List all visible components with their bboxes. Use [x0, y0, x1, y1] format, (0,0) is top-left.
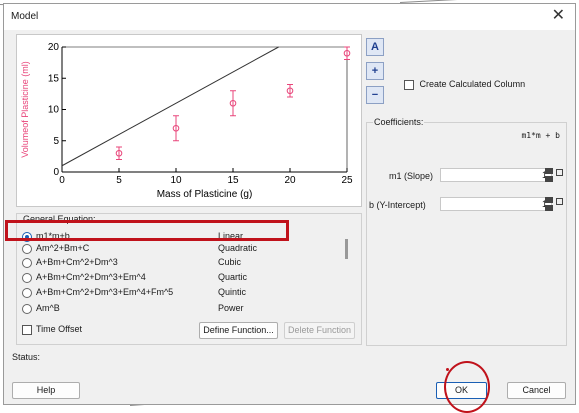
data-point	[343, 49, 351, 57]
general-equation-title: General Equation:	[23, 214, 96, 224]
zoom-out-icon: −	[371, 89, 379, 101]
intercept-field[interactable]: 1	[440, 197, 552, 211]
intercept-spinner[interactable]	[545, 197, 553, 211]
slope-label: m1 (Slope)	[389, 171, 434, 181]
autoscale-icon: A	[371, 41, 379, 53]
equation-text: Am^B	[36, 303, 60, 313]
highlight-linear-annotation	[5, 220, 289, 241]
equation-text: A+Bm+Cm^2+Dm^3	[36, 257, 118, 267]
model-dialog: Model ✕ 0 5 10 15 20 25 0 5 10 15 20 Mass of Plasti…	[3, 3, 576, 405]
title-bar: Model ✕	[4, 4, 575, 30]
time-offset-label: Time Offset	[36, 324, 83, 334]
annotation-dot	[446, 368, 449, 371]
y-tick-label: 20	[48, 42, 60, 53]
autoscale-button[interactable]: A	[366, 38, 384, 56]
data-point	[286, 87, 294, 95]
y-tick-label: 10	[48, 105, 60, 116]
chart-plot: 0 5 10 15 20 25 0 5 10 15 20 Mass of Plasticine (g)…	[16, 34, 362, 207]
radio-quartic[interactable]	[22, 273, 32, 283]
radio-linear[interactable]	[22, 232, 32, 242]
y-tick-label: 15	[48, 73, 60, 84]
equation-option-quintic[interactable]: A+Bm+Cm^2+Dm^3+Em^4+Fm^5 Quintic	[22, 287, 342, 300]
radio-quintic[interactable]	[22, 288, 32, 298]
equation-type: Power	[218, 303, 244, 313]
slope-spinner[interactable]	[545, 168, 553, 182]
equation-option-quadratic[interactable]: Am^2+Bm+C Quadratic	[22, 243, 342, 256]
model-line	[61, 46, 279, 167]
equation-text: Am^2+Bm+C	[36, 243, 90, 253]
highlight-ok-annotation	[444, 361, 490, 413]
calc-column-row: Create Calculated Column	[404, 79, 525, 90]
delete-function-button[interactable]: Delete Function	[284, 322, 355, 339]
zoom-in-button[interactable]: +	[366, 62, 384, 80]
close-icon[interactable]: ✕	[551, 7, 565, 24]
status-label: Status:	[12, 352, 41, 362]
equation-list-scrollbar[interactable]	[345, 239, 348, 259]
y-tick-label: 5	[53, 136, 59, 147]
coefficients-title: Coefficients:	[373, 117, 425, 127]
slope-field[interactable]: 1	[440, 168, 552, 182]
equation-type: Quadratic	[218, 243, 258, 253]
calc-column-label: Create Calculated Column	[419, 79, 526, 89]
equation-type: Linear	[218, 231, 244, 241]
x-axis-label: Mass of Plasticine (g)	[157, 189, 253, 200]
time-offset-checkbox[interactable]	[22, 325, 32, 335]
help-button[interactable]: Help	[12, 382, 80, 399]
x-tick-label: 25	[341, 175, 353, 186]
time-offset-row[interactable]: Time Offset	[22, 324, 142, 337]
equation-text: A+Bm+Cm^2+Dm^3+Em^4	[36, 272, 146, 282]
x-tick-label: 10	[170, 175, 182, 186]
equation-option-quartic[interactable]: A+Bm+Cm^2+Dm^3+Em^4 Quartic	[22, 272, 342, 285]
equation-text: A+Bm+Cm^2+Dm^3+Em^4+Fm^5	[36, 287, 174, 297]
coefficients-panel: Coefficients: m1*m + b m1 (Slope) 1 b (Y…	[366, 117, 567, 346]
equation-option-power[interactable]: Am^B Power	[22, 303, 342, 316]
y-tick-label: 0	[53, 167, 59, 178]
equation-text: m1*m+b	[36, 231, 70, 241]
radio-quadratic[interactable]	[22, 244, 32, 254]
x-tick-label: 15	[227, 175, 239, 186]
equation-type: Quintic	[218, 287, 247, 297]
radio-cubic[interactable]	[22, 258, 32, 268]
general-equation-panel: General Equation: m1*m+b Linear Am^2+Bm+…	[16, 213, 362, 345]
y-axis-label: Volumeof Plasticine (ml)	[20, 61, 30, 158]
equation-type: Cubic	[218, 257, 242, 267]
equation-type: Quartic	[218, 272, 248, 282]
slope-option-icon[interactable]	[556, 169, 563, 176]
zoom-in-icon: +	[371, 65, 379, 77]
dialog-title: Model	[11, 11, 39, 22]
radio-power[interactable]	[22, 304, 32, 314]
cancel-button[interactable]: Cancel	[507, 382, 566, 399]
zoom-out-button[interactable]: −	[366, 86, 384, 104]
define-function-button[interactable]: Define Function...	[199, 322, 278, 339]
equation-option-linear[interactable]: m1*m+b Linear	[22, 231, 342, 244]
equation-option-cubic[interactable]: A+Bm+Cm^2+Dm^3 Cubic	[22, 257, 342, 270]
coefficients-equation: m1*m + b	[521, 131, 560, 140]
intercept-option-icon[interactable]	[556, 198, 563, 205]
data-point	[229, 99, 237, 107]
data-point	[115, 149, 123, 157]
chart-svg: 0 5 10 15 20 25 0 5 10 15 20 Mass of Plasticine (g)…	[20, 42, 353, 200]
x-tick-label: 20	[284, 175, 296, 186]
x-tick-label: 0	[59, 175, 65, 186]
data-point	[172, 124, 180, 132]
calc-column-checkbox[interactable]	[404, 79, 414, 90]
x-tick-label: 5	[116, 175, 122, 186]
intercept-label: b (Y-Intercept)	[369, 200, 426, 210]
